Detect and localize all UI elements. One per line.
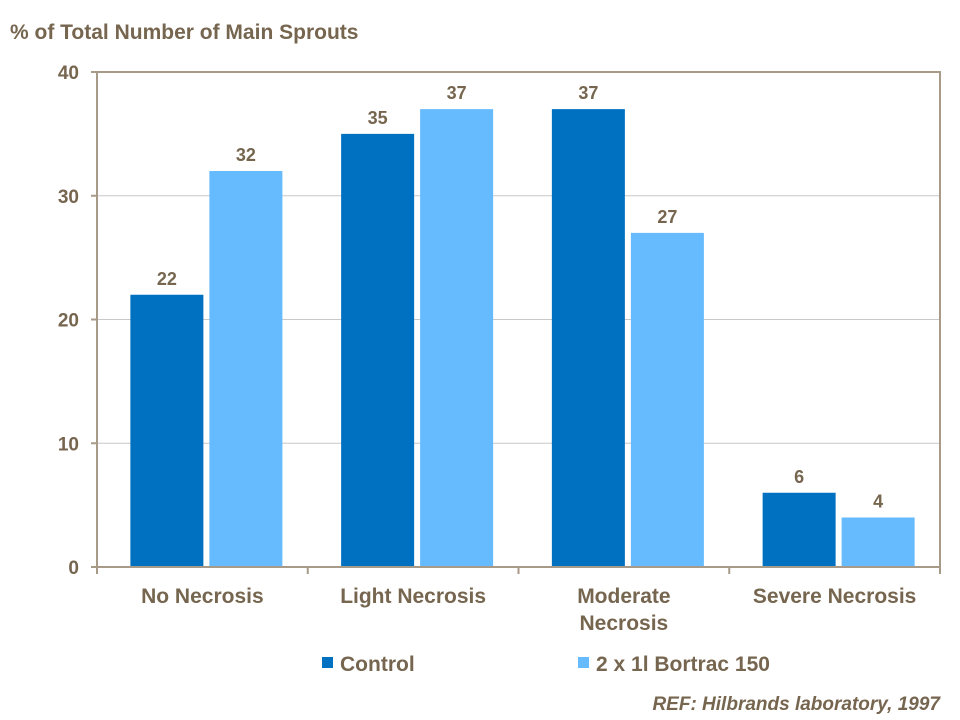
- bar-control: [130, 294, 204, 567]
- data-label: 6: [794, 467, 804, 487]
- data-label: 4: [873, 492, 883, 512]
- y-tick-label: 10: [58, 434, 79, 455]
- data-label: 22: [157, 269, 177, 289]
- legend-swatch: [322, 657, 333, 668]
- legend-label: 2 x 1l Bortrac 150: [596, 653, 770, 676]
- data-label: 32: [236, 145, 256, 165]
- x-tick-label: Moderate: [577, 585, 670, 608]
- data-label: 35: [368, 108, 388, 128]
- x-tick-label: Light Necrosis: [340, 585, 486, 608]
- data-label: 37: [578, 83, 598, 103]
- bar-bortrac: [630, 232, 704, 567]
- legend-label: Control: [340, 653, 415, 676]
- data-label: 27: [657, 207, 677, 227]
- x-tick-label: No Necrosis: [141, 585, 264, 608]
- y-tick-label: 0: [68, 558, 79, 579]
- x-tick-label: Necrosis: [580, 612, 669, 635]
- bar-control: [762, 492, 836, 567]
- bar-control: [551, 109, 625, 567]
- y-tick-label: 40: [58, 63, 79, 84]
- chart-title: % of Total Number of Main Sprouts: [10, 21, 358, 44]
- bar-control: [341, 133, 415, 567]
- y-tick-label: 20: [58, 311, 79, 332]
- axes: 0 10 20 30 40 No Necrosis Light Necrosis Modera…: [58, 63, 941, 635]
- bar-bortrac: [841, 517, 915, 567]
- data-label: 37: [447, 83, 467, 103]
- bars: 22 32 35 37 37 27 6 4: [130, 83, 915, 567]
- legend-swatch: [578, 657, 589, 668]
- bar-bortrac: [209, 171, 283, 567]
- bar-bortrac: [420, 109, 494, 567]
- x-tick-label: Severe Necrosis: [753, 585, 916, 608]
- reference-note: REF: Hilbrands laboratory, 1997: [652, 694, 941, 715]
- y-tick-label: 30: [58, 187, 79, 208]
- legend: Control 2 x 1l Bortrac 150: [322, 653, 770, 676]
